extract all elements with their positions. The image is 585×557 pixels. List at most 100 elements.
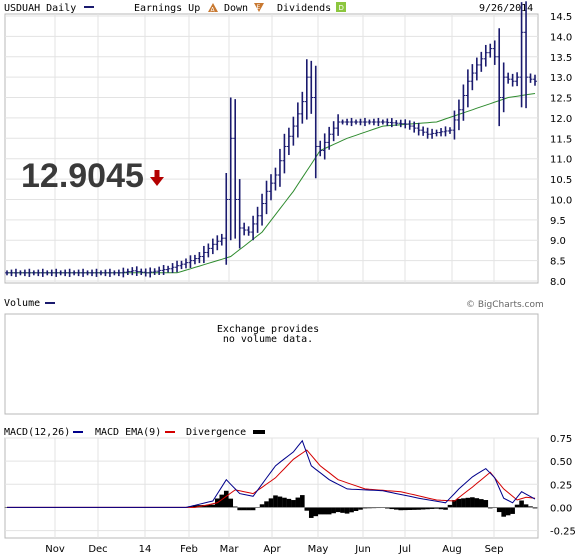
- ohlc-bar: [170, 263, 175, 273]
- ohlc-bar: [121, 267, 126, 278]
- price-y-tick-label: 14.0: [550, 32, 572, 43]
- divergence-bar: [505, 507, 511, 516]
- ohlc-bar: [27, 268, 32, 277]
- divergence-legend-label: Divergence: [186, 427, 246, 438]
- ohlc-bar: [492, 40, 497, 65]
- x-tick-label: Feb: [180, 544, 198, 555]
- divergence-bar: [443, 507, 448, 510]
- ohlc-bar: [201, 245, 206, 264]
- dividends-label: Dividends: [277, 3, 331, 14]
- ohlc-bar: [161, 265, 166, 275]
- price-y-tick-label: 8.5: [550, 257, 566, 268]
- price-y-tick-label: 10.0: [550, 195, 572, 206]
- divergence-bar: [429, 507, 435, 509]
- macd-panel: 0.75 0.50 0.25 0.00 -0.25: [4, 434, 576, 539]
- divergence-bar: [291, 500, 296, 508]
- divergence-bar: [487, 507, 493, 509]
- symbol-label: USDUAH Daily: [4, 3, 76, 14]
- ohlc-bar: [340, 119, 345, 125]
- divergence-bar: [501, 507, 506, 517]
- ohlc-bar: [22, 269, 27, 277]
- x-tick-label: May: [308, 544, 329, 555]
- x-tick-label: Mar: [220, 544, 240, 555]
- ohlc-bar: [479, 51, 484, 72]
- divergence-bar: [425, 507, 430, 510]
- earnings-up-icon: A: [208, 3, 218, 14]
- ohlc-bar: [421, 126, 426, 136]
- divergence-bar: [510, 507, 515, 514]
- ohlc-bar: [470, 64, 475, 91]
- ohlc-bar: [501, 62, 506, 113]
- divergence-bar: [532, 507, 538, 509]
- x-tick-label: Jul: [398, 544, 411, 555]
- bigcharts-credit: © BigCharts.com: [466, 300, 544, 310]
- ohlc-bar: [9, 269, 14, 277]
- divergence-bar: [264, 501, 269, 508]
- ohlc-bar: [456, 99, 461, 131]
- ohlc-bar: [398, 119, 403, 128]
- divergence-bar: [376, 507, 381, 509]
- divergence-bar: [322, 507, 327, 515]
- macd-y-tick-label: -0.25: [550, 527, 576, 538]
- ohlc-bar: [36, 269, 41, 277]
- ohlc-bar: [497, 28, 502, 127]
- ohlc-bar: [318, 140, 323, 157]
- ohlc-bar: [443, 126, 448, 137]
- ohlc-bar: [354, 119, 359, 125]
- ohlc-bar: [412, 121, 417, 133]
- x-tick-label: Sep: [485, 544, 504, 555]
- ohlc-bar: [246, 226, 251, 236]
- ohlc-bar: [264, 180, 269, 215]
- ohlc-bar: [188, 255, 193, 268]
- ohlc-bar: [425, 127, 430, 139]
- ohlc-bar: [376, 117, 381, 127]
- divergence-bar: [519, 500, 524, 508]
- ohlc-bar: [367, 119, 372, 125]
- ohlc-bar: [488, 43, 493, 58]
- ohlc-bar: [260, 193, 265, 226]
- divergence-bar: [201, 504, 207, 508]
- ohlc-bar: [533, 74, 537, 86]
- ohlc-bar: [380, 119, 385, 125]
- ohlc-bar: [273, 167, 278, 191]
- ohlc-bar: [143, 268, 148, 277]
- ohlc-bar: [215, 235, 220, 251]
- x-tick-label: Nov: [45, 544, 65, 555]
- divergence-bar: [523, 504, 529, 508]
- ohlc-bar: [291, 116, 296, 146]
- ohlc-bar: [322, 133, 327, 160]
- divergence-bar: [461, 498, 466, 508]
- divergence-bar: [483, 500, 489, 508]
- divergence-bar: [358, 507, 363, 510]
- ohlc-bar: [251, 215, 256, 241]
- macd-y-tick-label: 0.75: [550, 434, 572, 445]
- ohlc-bar: [67, 268, 72, 277]
- divergence-bar: [514, 504, 520, 508]
- ohlc-bar: [130, 267, 135, 276]
- divergence-bar: [308, 507, 314, 518]
- divergence-bar: [295, 497, 301, 508]
- divergence-bar: [349, 507, 354, 513]
- ohlc-bar: [336, 114, 341, 136]
- volume-label: Volume: [4, 298, 40, 309]
- ohlc-bar: [219, 233, 224, 246]
- divergence-bar: [246, 507, 251, 511]
- ohlc-bar: [45, 270, 50, 276]
- ohlc-bar: [81, 268, 86, 277]
- ohlc-bar: [125, 268, 130, 276]
- price-y-tick-label: 13.5: [550, 53, 572, 64]
- ohlc-bar: [510, 73, 515, 87]
- x-tick-label: Dec: [88, 544, 107, 555]
- ohlc-bar: [447, 127, 452, 134]
- divergence-bar: [259, 504, 265, 508]
- x-tick-label: 14: [139, 544, 152, 555]
- price-y-tick-label: 12.0: [550, 114, 572, 125]
- price-y-tick-label: 10.5: [550, 175, 572, 186]
- ohlc-bar: [465, 69, 470, 108]
- divergence-bar: [385, 507, 390, 509]
- ohlc-bar: [309, 60, 314, 114]
- ohlc-bar: [385, 118, 390, 126]
- price-y-tick-label: 13.0: [550, 73, 572, 84]
